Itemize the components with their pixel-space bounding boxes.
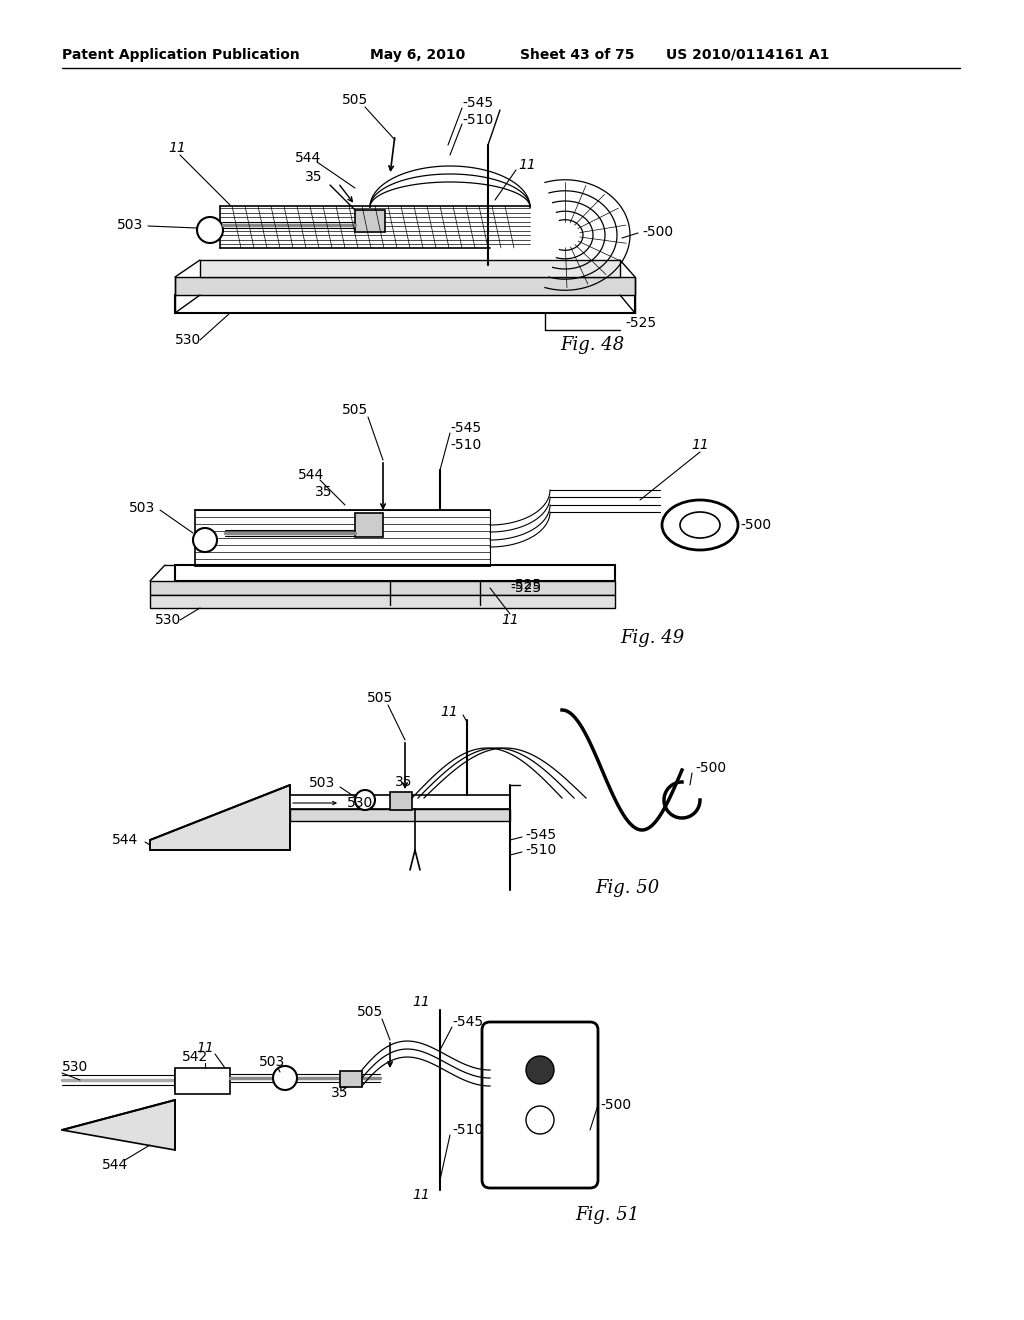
Bar: [175, 294, 635, 313]
Text: -500: -500: [600, 1098, 631, 1111]
Bar: [390, 792, 412, 810]
Text: 11: 11: [501, 612, 519, 627]
Text: 11: 11: [413, 995, 430, 1008]
Bar: [355, 210, 385, 232]
Text: 503: 503: [259, 1055, 285, 1069]
Bar: [355, 513, 383, 537]
Ellipse shape: [355, 789, 375, 810]
Ellipse shape: [526, 1056, 554, 1084]
Text: 505: 505: [342, 403, 368, 417]
Bar: [150, 595, 615, 609]
Text: -500: -500: [642, 224, 673, 239]
Text: -525: -525: [510, 581, 541, 595]
Text: Patent Application Publication: Patent Application Publication: [62, 48, 300, 62]
Text: 11: 11: [168, 141, 185, 154]
Text: Fig. 48: Fig. 48: [560, 337, 625, 354]
Text: 530: 530: [62, 1060, 88, 1074]
Text: 11: 11: [691, 438, 709, 451]
Text: Fig. 49: Fig. 49: [620, 630, 684, 647]
Text: 544: 544: [101, 1158, 128, 1172]
Text: -500: -500: [695, 762, 726, 775]
Text: 503: 503: [309, 776, 335, 789]
Text: 530: 530: [155, 612, 181, 627]
Text: -510: -510: [462, 114, 494, 127]
Text: Fig. 50: Fig. 50: [595, 879, 659, 898]
Text: -545: -545: [450, 421, 481, 436]
Text: -510: -510: [452, 1123, 483, 1137]
Text: US 2010/0114161 A1: US 2010/0114161 A1: [666, 48, 829, 62]
Text: 35: 35: [305, 170, 323, 183]
Text: 505: 505: [357, 1005, 383, 1019]
Text: 11: 11: [197, 1041, 214, 1055]
Text: 530: 530: [175, 333, 202, 347]
Bar: [340, 1071, 362, 1086]
Text: 542: 542: [182, 1049, 208, 1064]
Text: 530: 530: [347, 796, 373, 810]
Ellipse shape: [273, 1067, 297, 1090]
Text: 35: 35: [395, 775, 413, 789]
FancyBboxPatch shape: [482, 1022, 598, 1188]
Text: -510: -510: [450, 438, 481, 451]
Bar: [290, 795, 510, 809]
Text: 544: 544: [112, 833, 138, 847]
Bar: [175, 1068, 230, 1094]
Bar: [200, 260, 620, 277]
Ellipse shape: [680, 512, 720, 539]
Text: 544: 544: [298, 469, 325, 482]
Ellipse shape: [526, 1106, 554, 1134]
Bar: [290, 809, 510, 821]
Text: 35: 35: [331, 1086, 349, 1100]
Text: -500: -500: [740, 517, 771, 532]
Bar: [150, 581, 615, 595]
Text: 503: 503: [129, 502, 155, 515]
Text: Fig. 51: Fig. 51: [575, 1206, 639, 1224]
Text: -545: -545: [452, 1015, 483, 1030]
Bar: [175, 565, 615, 581]
Polygon shape: [150, 785, 290, 850]
Bar: [175, 277, 635, 294]
Text: -525: -525: [510, 578, 541, 591]
Text: 544: 544: [295, 150, 322, 165]
Polygon shape: [62, 1100, 175, 1150]
Ellipse shape: [662, 500, 738, 550]
Ellipse shape: [193, 528, 217, 552]
Text: -510: -510: [525, 843, 556, 857]
Text: 11: 11: [518, 158, 536, 172]
Text: 35: 35: [315, 484, 333, 499]
Text: -525: -525: [625, 315, 656, 330]
Text: Sheet 43 of 75: Sheet 43 of 75: [520, 48, 635, 62]
Text: 11: 11: [413, 1188, 430, 1203]
Text: 11: 11: [440, 705, 458, 719]
Text: 505: 505: [367, 690, 393, 705]
Text: 503: 503: [117, 218, 143, 232]
Text: 505: 505: [342, 92, 368, 107]
Text: May 6, 2010: May 6, 2010: [370, 48, 465, 62]
Text: -545: -545: [462, 96, 494, 110]
Ellipse shape: [197, 216, 223, 243]
Text: -545: -545: [525, 828, 556, 842]
